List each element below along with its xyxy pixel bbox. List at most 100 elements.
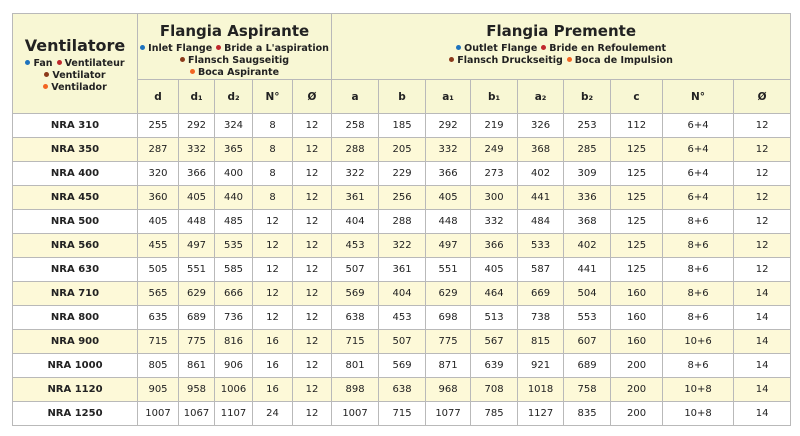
column-header: Ø [291,79,333,114]
language-item: Fan [25,58,52,69]
cell: 921 [517,353,565,378]
cell: 551 [425,257,472,282]
cell: 12 [291,329,333,354]
model-name: NRA 350 [12,137,138,162]
cell: 629 [178,281,215,306]
table-row: NRA 310 255 292 324 8 12 258 185 292 219 326 253 112… [12,113,792,138]
language-line: Outlet Flange Bride en Refoulement [332,43,790,55]
cell: 440 [214,185,253,210]
cell: 736 [214,305,253,330]
cell: 326 [517,113,565,138]
column-header: a₂ [517,79,565,114]
cell: 906 [214,353,253,378]
cell: 292 [425,113,472,138]
cell: 12 [252,281,293,306]
cell: 905 [137,377,179,402]
language-item: Inlet Flange [140,43,212,54]
cell: 361 [378,257,427,282]
cell: 1007 [137,401,179,426]
cell: 801 [331,353,380,378]
language-list: Outlet Flange Bride en Refoulement Flansch… [332,43,790,67]
cell: 453 [331,233,380,258]
cell: 635 [137,305,179,330]
cell: 16 [252,353,293,378]
cell: 112 [610,113,664,138]
column-header: N° [662,79,735,114]
cell: 12 [252,305,293,330]
cell: 504 [563,281,612,306]
cell: 8+6 [662,233,735,258]
cell: 12 [291,185,333,210]
table-row: NRA 450 360 405 440 8 12 361 256 405 300 441 336 125… [12,185,792,210]
table-row: NRA 500 405 448 485 12 12 404 288 448 332 484 368 12… [12,209,792,234]
cell: 10+8 [662,377,735,402]
cell: 6+4 [662,113,735,138]
cell: 12 [733,209,792,234]
cell: 535 [214,233,253,258]
column-header: b₁ [470,79,519,114]
cell: 898 [331,377,380,402]
cell: 638 [331,305,380,330]
table-row: NRA 560 455 497 535 12 12 453 322 497 366 533 402 12… [12,233,792,258]
cell: 666 [214,281,253,306]
cell: 320 [137,161,179,186]
cell: 366 [178,161,215,186]
language-line: Flansch Druckseitig Boca de Impulsion [332,55,790,67]
cell: 1007 [331,401,380,426]
model-name: NRA 630 [12,257,138,282]
cell: 200 [610,377,664,402]
cell: 366 [470,233,519,258]
group-title: Ventilatore [24,36,126,55]
model-name: NRA 1120 [12,377,138,402]
cell: 368 [517,137,565,162]
cell: 8+6 [662,209,735,234]
cell: 1107 [214,401,253,426]
cell: 12 [733,161,792,186]
cell: 8+6 [662,353,735,378]
table-row: NRA 350 287 332 365 8 12 288 205 332 249 368 285 125… [12,137,792,162]
cell: 200 [610,353,664,378]
cell: 835 [563,401,612,426]
cell: 805 [137,353,179,378]
cell: 485 [214,209,253,234]
cell: 607 [563,329,612,354]
table-row: NRA 1250 1007 1067 1107 24 12 1007 715 1077 785 11… [12,401,792,426]
cell: 12 [291,305,333,330]
cell: 775 [178,329,215,354]
cell: 507 [331,257,380,282]
table-row: NRA 800 635 689 736 12 12 638 453 698 513 738 553 16… [12,305,792,330]
cell: 125 [610,233,664,258]
cell: 441 [517,185,565,210]
table-row: NRA 1000 805 861 906 16 12 801 569 871 639 921 689 2… [12,353,792,378]
cell: 288 [378,209,427,234]
cell: 402 [563,233,612,258]
cell: 404 [331,209,380,234]
cell: 14 [733,353,792,378]
cell: 815 [517,329,565,354]
cell: 669 [517,281,565,306]
cell: 125 [610,209,664,234]
cell: 10+6 [662,329,735,354]
cell: 689 [563,353,612,378]
cell: 368 [563,209,612,234]
cell: 715 [137,329,179,354]
cell: 6+4 [662,185,735,210]
cell: 569 [378,353,427,378]
cell: 12 [291,209,333,234]
column-header: Ø [733,79,792,114]
cell: 1127 [517,401,565,426]
language-item: Ventilateur [57,58,125,69]
cell: 12 [291,257,333,282]
cell: 533 [517,233,565,258]
cell: 8 [252,185,293,210]
cell: 258 [331,113,380,138]
cell: 565 [137,281,179,306]
table-row: NRA 630 505 551 585 12 12 507 361 551 405 587 441 12… [12,257,792,282]
model-name: NRA 560 [12,233,138,258]
cell: 6+4 [662,161,735,186]
cell: 1067 [178,401,215,426]
language-item: Boca de Impulsion [567,55,673,66]
cell: 12 [291,377,333,402]
cell: 639 [470,353,519,378]
